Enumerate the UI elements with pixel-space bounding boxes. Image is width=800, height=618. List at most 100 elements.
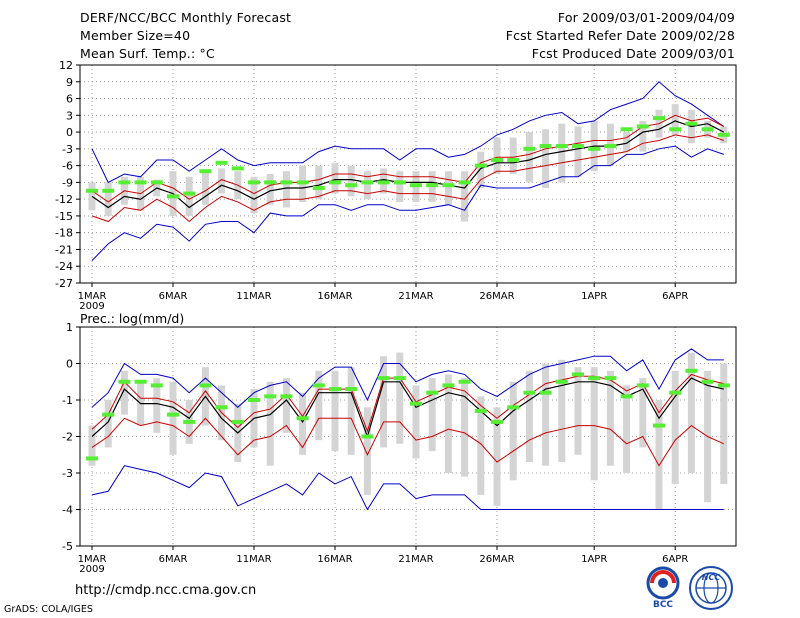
prec-spread-box: [444, 374, 452, 473]
prec-year-label: 2009: [79, 564, 104, 575]
prec-observed-mark: [636, 383, 649, 388]
temp-xtick-label: 1MAR: [78, 291, 107, 302]
temp-spread-box: [331, 162, 339, 194]
temp-observed-mark: [312, 185, 325, 190]
prec-observed-mark: [620, 394, 633, 399]
prec-ytick-label: -4: [62, 504, 73, 517]
temp-observed-mark: [653, 116, 665, 121]
temp-observed-mark: [604, 144, 617, 149]
prec-observed-mark: [539, 390, 552, 395]
prec-observed-mark: [377, 376, 390, 381]
prec-spread-box: [331, 370, 339, 452]
temp-observed-mark: [215, 160, 228, 165]
temp-observed-mark: [685, 121, 698, 126]
bcc-logo: BCC: [646, 566, 680, 609]
prec-observed-mark: [312, 383, 325, 388]
prec-xtick-label: 21MAR: [398, 554, 433, 565]
temp-observed-mark: [669, 127, 682, 132]
temp-observed-mark: [86, 188, 98, 193]
prec-variable-label: Prec.: log(mm/d): [80, 311, 184, 326]
prec-observed-mark: [248, 398, 260, 402]
ncc-logo: NCC: [689, 566, 733, 610]
temp-observed-mark: [167, 194, 179, 199]
prec-observed-mark: [167, 412, 179, 417]
prec-observed-mark: [604, 376, 617, 381]
temp-observed-mark: [118, 180, 131, 185]
temp-observed-mark: [636, 124, 649, 129]
prec-xtick-label: 6MAR: [159, 554, 188, 565]
prec-spread-box: [282, 378, 290, 433]
temp-spread-box: [88, 182, 96, 211]
prec-spread-box: [542, 363, 550, 466]
temp-observed-mark: [280, 180, 293, 185]
prec-observed-mark: [474, 408, 487, 413]
temp-observed-mark: [393, 180, 406, 185]
chart-title: DERF/NCC/BCC Monthly Forecast: [80, 10, 292, 25]
temp-observed-mark: [458, 180, 471, 185]
temp-observed-mark: [555, 144, 568, 149]
prec-observed-mark: [523, 390, 536, 395]
temp-observed-mark: [134, 180, 147, 185]
prec-observed-mark: [102, 412, 115, 417]
prec-observed-mark: [572, 372, 584, 377]
prec-spread-box: [347, 367, 355, 455]
prec-mean-line: [91, 377, 724, 439]
prec-upper-line: [91, 373, 724, 433]
temp-observed-mark: [183, 191, 196, 196]
prec-observed-mark: [507, 405, 520, 410]
prec-observed-mark: [118, 379, 131, 384]
temp-spread-box: [493, 137, 501, 174]
prec-observed-mark: [329, 387, 341, 392]
prec-spread-box: [88, 425, 96, 466]
prec-spread-box: [412, 385, 420, 459]
temp-ytick-label: -21: [55, 243, 73, 256]
prec-observed-mark: [296, 416, 309, 421]
prec-spread-box: [477, 396, 485, 495]
temp-ytick-label: 3: [66, 109, 73, 122]
prec-spread-box: [687, 352, 695, 473]
grads-credit: GrADS: COLA/IGES: [4, 604, 93, 615]
temp-upper-line: [91, 114, 725, 203]
prec-spread-box: [590, 367, 598, 481]
ncc-logo-text: NCC: [702, 573, 721, 582]
prec-spread-box: [525, 370, 533, 463]
prec-observed-mark: [491, 419, 503, 424]
prec-spread-box: [428, 378, 436, 452]
start-date: Fcst Started Refer Date 2009/02/28: [505, 28, 735, 43]
temp-spread-box: [266, 174, 274, 205]
prec-observed-mark: [426, 390, 439, 395]
temp-mean-line: [91, 120, 725, 209]
prec-spread-box: [639, 378, 647, 448]
temp-observed-mark: [572, 144, 584, 149]
temp-observed-mark: [620, 127, 633, 132]
temp-spread-box: [218, 168, 226, 194]
temp-observed-mark: [345, 183, 358, 188]
temp-ytick-label: -3: [62, 143, 73, 156]
temp-observed-mark: [539, 144, 552, 149]
variable-label: Mean Surf. Temp.: °C: [80, 46, 215, 61]
temp-year-label: 2009: [79, 301, 104, 312]
prec-xtick-label: 11MAR: [236, 554, 271, 565]
temp-spread-box: [477, 151, 485, 188]
produced-date: Fcst Produced Date 2009/03/01: [531, 46, 735, 61]
source-url[interactable]: http://cmdp.ncc.cma.gov.cn: [75, 583, 257, 598]
temp-spread-box: [444, 171, 452, 205]
prec-spread-box: [120, 370, 128, 415]
prec-observed-mark: [134, 379, 147, 384]
prec-spread-box: [720, 363, 728, 484]
prec-ytick-label: -1: [62, 394, 73, 407]
temp-xtick-label: 6MAR: [159, 291, 188, 302]
temp-ytick-label: 6: [66, 93, 73, 106]
temp-spread-box: [104, 182, 112, 216]
temp-lower-line: [91, 134, 724, 223]
temp-spread-box: [347, 165, 355, 197]
temp-observed-mark: [361, 180, 374, 185]
temp-ytick-label: -24: [55, 260, 73, 273]
prec-observed-mark: [264, 394, 277, 399]
member-size: Member Size=40: [80, 28, 191, 43]
prec-observed-mark: [231, 419, 244, 424]
prec-spread-box: [396, 352, 404, 444]
prec-observed-mark: [653, 423, 665, 428]
temp-observed-mark: [491, 158, 503, 163]
prec-min-line: [91, 465, 724, 511]
